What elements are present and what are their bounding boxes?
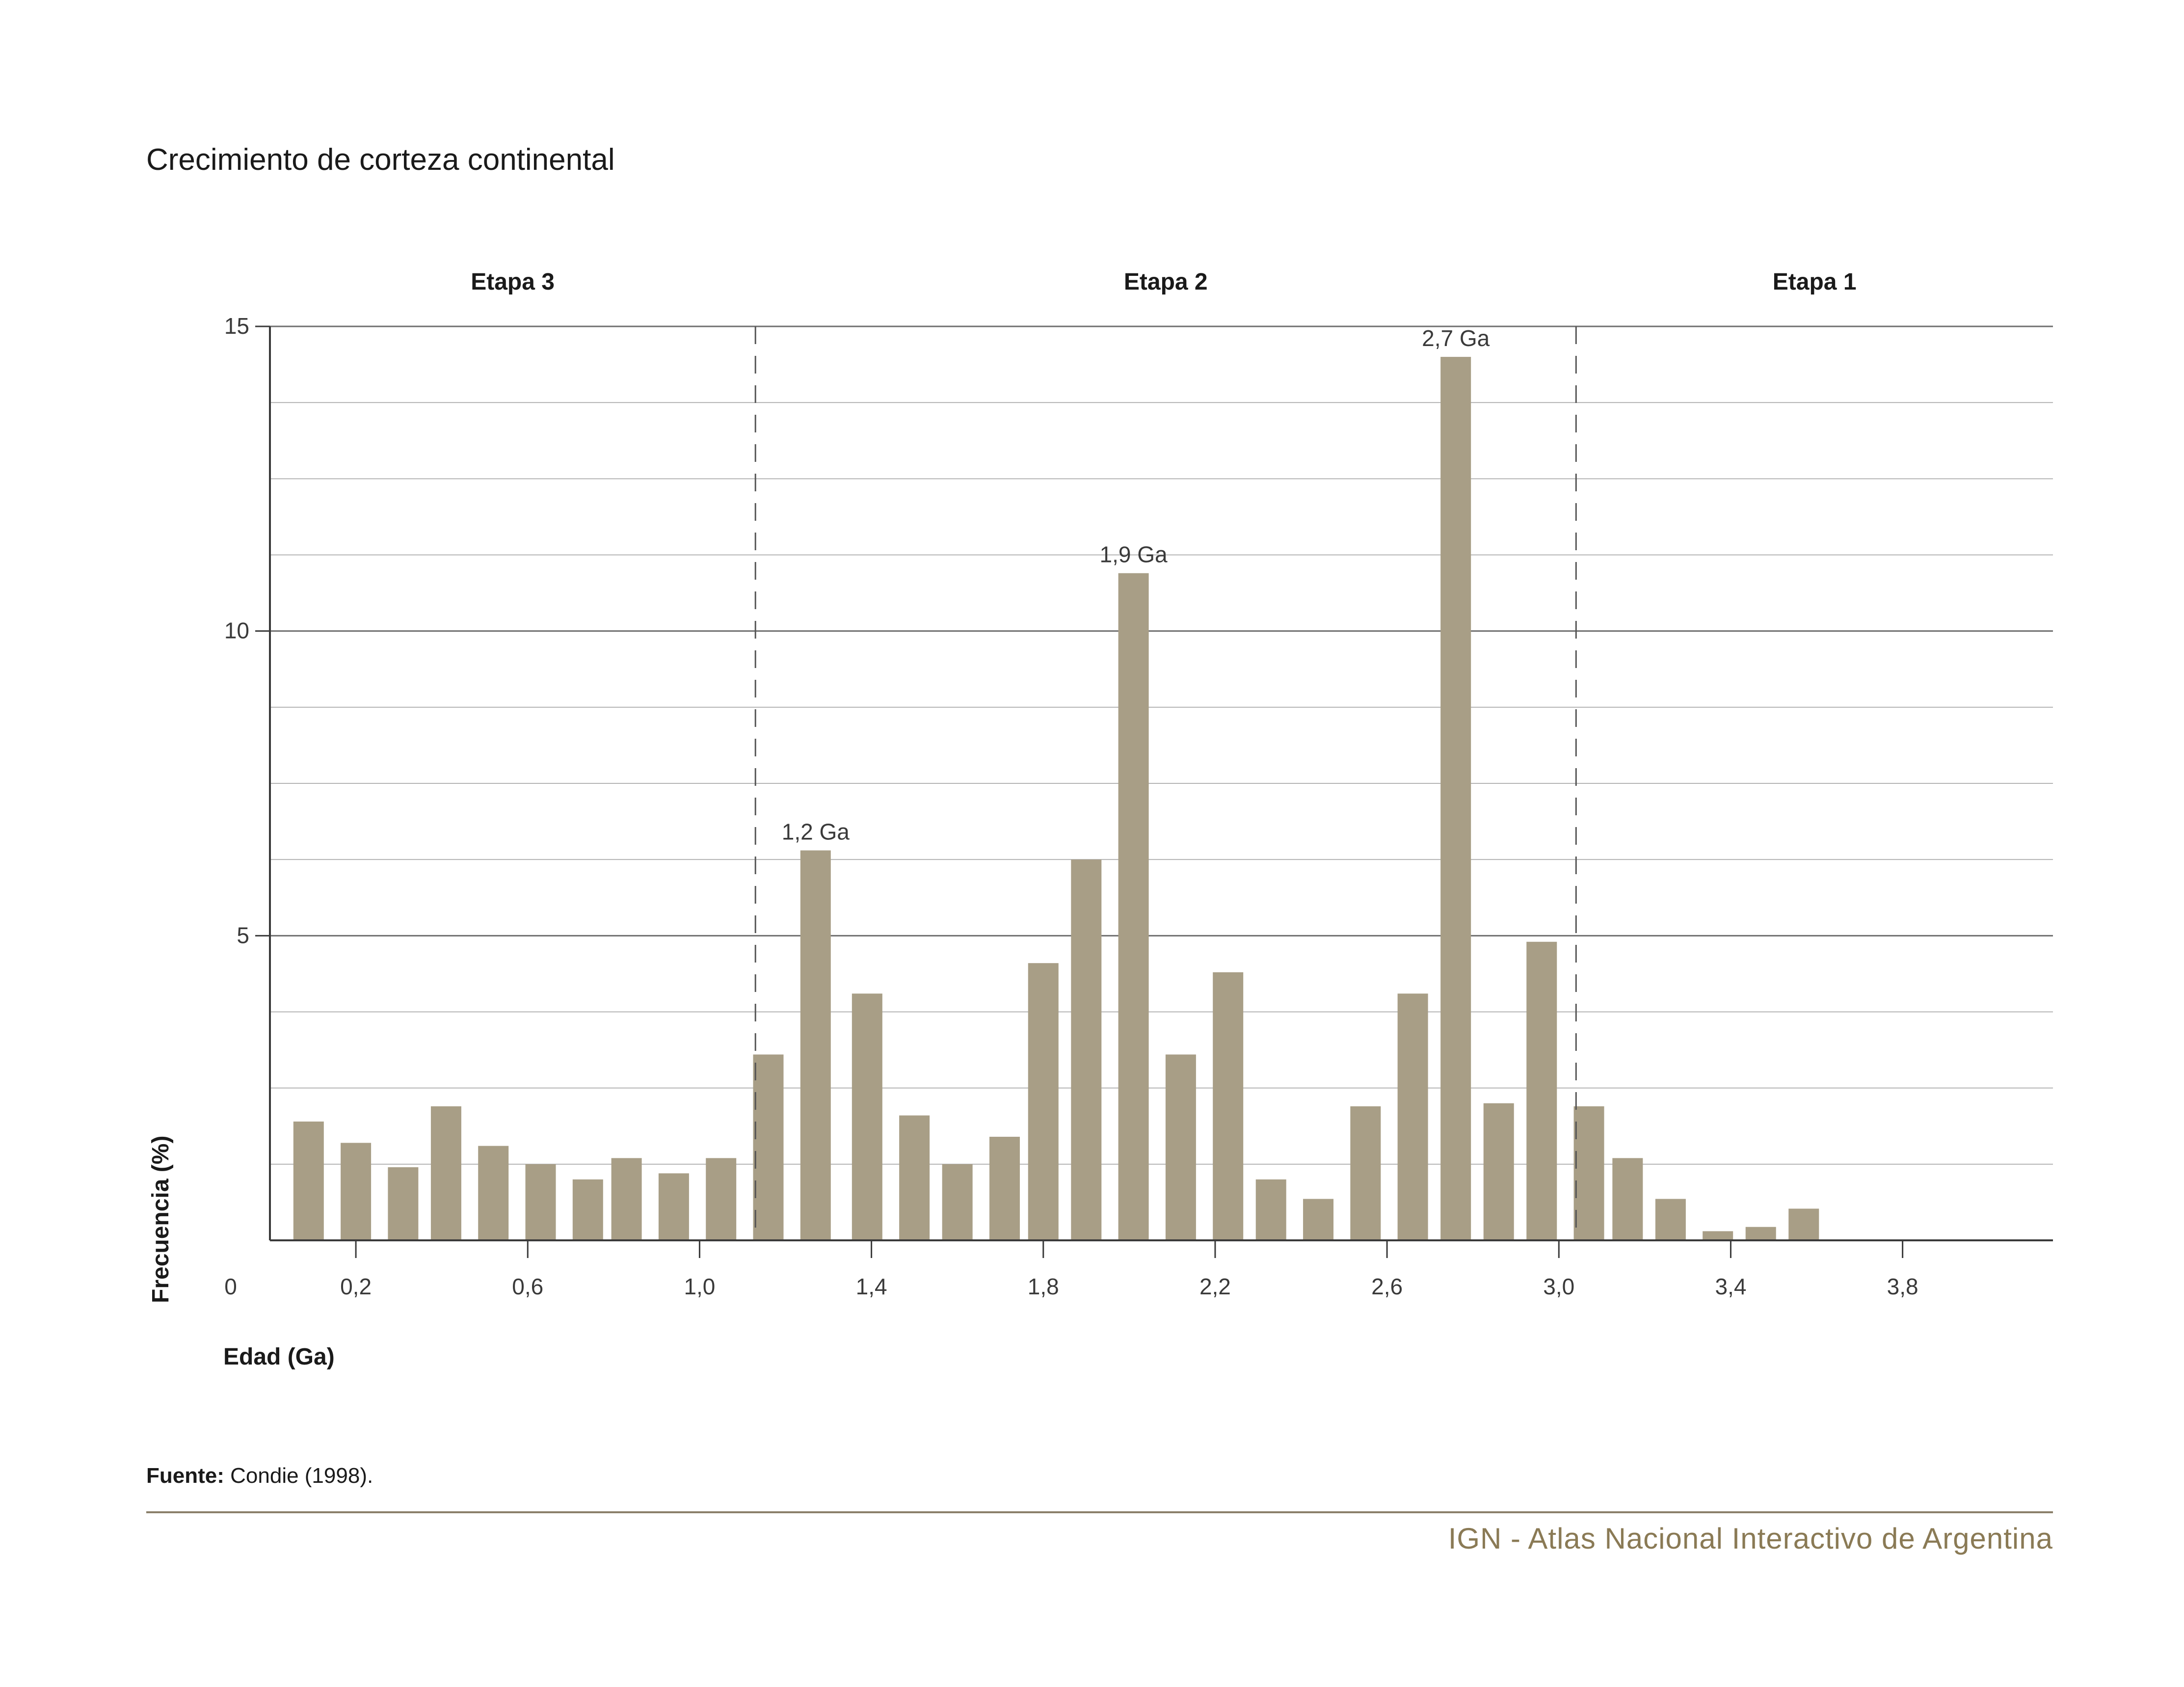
bar <box>1350 1106 1381 1240</box>
x-tick-label: 0,2 <box>340 1274 372 1299</box>
bar <box>1573 1106 1604 1240</box>
x-tick-label: 0,6 <box>512 1274 543 1299</box>
x-tick-label: 1,4 <box>856 1274 887 1299</box>
bar <box>1213 972 1244 1240</box>
y-axis-title: Frecuencia (%) <box>148 1136 174 1303</box>
y-tick-label: 5 <box>237 922 249 948</box>
x-tick-label: 2,2 <box>1199 1274 1231 1299</box>
stage-label: Etapa 3 <box>471 269 555 295</box>
bar <box>1255 1179 1286 1240</box>
bar <box>341 1143 372 1240</box>
bar <box>1118 573 1149 1240</box>
x-axis-title: Edad (Ga) <box>223 1344 335 1370</box>
bar <box>1612 1158 1643 1240</box>
x-tick-label: 1,8 <box>1028 1274 1059 1299</box>
bar <box>572 1179 603 1240</box>
bar <box>478 1146 509 1240</box>
bar <box>899 1115 930 1240</box>
peak-annotation: 2,7 Ga <box>1422 325 1490 351</box>
origin-label: 0 <box>224 1274 237 1299</box>
stage-label: Etapa 2 <box>1124 269 1208 295</box>
source-text: Condie (1998). <box>230 1464 373 1488</box>
bar <box>1440 357 1471 1240</box>
peak-annotation: 1,2 Ga <box>782 819 850 845</box>
source-label: Fuente: <box>146 1464 224 1488</box>
x-tick-label: 1,0 <box>684 1274 715 1299</box>
footer-divider <box>146 1511 2053 1513</box>
bar <box>1526 941 1557 1240</box>
bar <box>753 1054 784 1240</box>
credit-line: IGN - Atlas Nacional Interactivo de Arge… <box>1448 1522 2053 1555</box>
peak-annotation: 1,9 Ga <box>1100 542 1168 567</box>
bar <box>525 1164 556 1240</box>
bar <box>1703 1231 1733 1240</box>
bar <box>1303 1199 1334 1240</box>
bar <box>293 1121 324 1240</box>
bar <box>989 1136 1020 1240</box>
stage-label: Etapa 1 <box>1773 269 1857 295</box>
bar <box>1028 963 1059 1240</box>
bar <box>1165 1054 1196 1240</box>
bar <box>1397 993 1428 1240</box>
x-tick-label: 2,6 <box>1371 1274 1403 1299</box>
bar <box>1655 1199 1686 1240</box>
bar <box>388 1167 419 1240</box>
x-tick-label: 3,0 <box>1543 1274 1574 1299</box>
x-tick-label: 3,8 <box>1887 1274 1918 1299</box>
bar <box>706 1158 737 1240</box>
bar <box>800 850 831 1240</box>
bar <box>430 1106 461 1240</box>
bar <box>852 993 882 1240</box>
chart-title: Crecimiento de corteza continental <box>146 143 615 177</box>
bar <box>942 1164 973 1240</box>
bar <box>1071 859 1102 1240</box>
source-note: Fuente: Condie (1998). <box>146 1464 373 1488</box>
y-tick-label: 10 <box>224 618 249 643</box>
bar <box>658 1173 689 1240</box>
x-tick-label: 3,4 <box>1715 1274 1746 1299</box>
bar <box>1483 1103 1514 1240</box>
bar <box>1788 1208 1819 1240</box>
y-tick-label: 15 <box>224 313 249 339</box>
bar <box>1745 1227 1776 1240</box>
bar <box>611 1158 642 1240</box>
